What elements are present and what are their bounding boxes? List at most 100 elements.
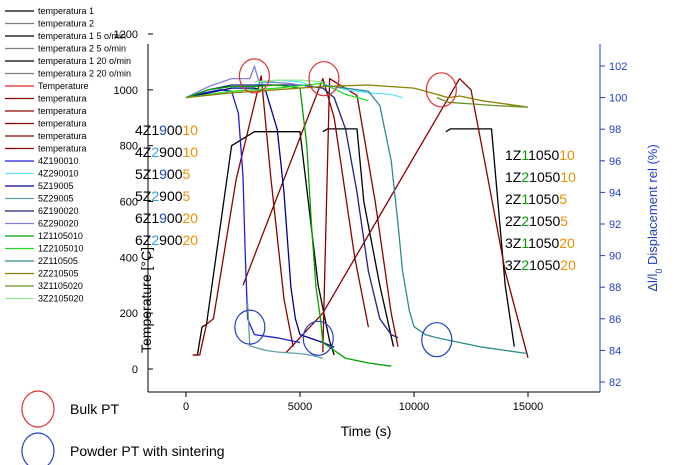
x-tick-label: 0: [183, 401, 189, 413]
x-tick-label: 5000: [288, 401, 312, 413]
legend-label: temperatura 2 20 o/min: [38, 69, 131, 79]
highlight-circle: [421, 322, 453, 358]
annotation-right-part: 1050: [528, 235, 559, 251]
annotation-left-part: 9: [159, 210, 167, 226]
annotation-right-part: 050: [536, 147, 560, 163]
annotation-right: 2Z210505: [505, 213, 568, 229]
annotation-right: 1Z2105010: [505, 169, 576, 185]
legend-label: 4Z290010: [38, 169, 79, 179]
highlight-circle: [234, 309, 266, 345]
annotation-left-part: 9: [159, 122, 167, 138]
series-line: [254, 79, 323, 83]
right-tick-label: 92: [609, 219, 621, 231]
right-tick-label: 88: [609, 282, 621, 294]
series-line: [185, 84, 399, 339]
series-line: [246, 302, 323, 359]
right-axis-title-pre: Δl/l: [645, 273, 660, 291]
x-tick-label: 10000: [399, 401, 430, 413]
series-line: [242, 78, 370, 328]
legend-label: 2Z210505: [38, 269, 79, 279]
series-line: [192, 131, 335, 356]
bottom-legend-label: Bulk PT: [70, 401, 119, 417]
annotation-left: 4Z190010: [135, 122, 198, 138]
right-tick-label: 86: [609, 314, 621, 326]
highlight-circle: [308, 61, 340, 97]
legend-label: 3Z2105020: [38, 294, 84, 304]
left-tick-label: 1000: [114, 85, 138, 97]
annotation-right-part: 10: [560, 169, 576, 185]
annotation-right-part: 3Z: [505, 257, 522, 273]
annotation-right-part: 20: [560, 257, 576, 273]
left-tick-label: 1200: [114, 29, 138, 41]
highlight-circle: [238, 58, 270, 94]
legend-label: temperatura 2 5 o/min: [38, 44, 126, 54]
right-tick-label: 100: [609, 93, 627, 105]
right-tick-label: 102: [609, 61, 627, 73]
annotation-right-part: 2: [521, 213, 529, 229]
annotation-right-part: 2: [521, 169, 529, 185]
annotation-left-part: 4Z: [135, 144, 152, 160]
annotation-right-part: 1: [528, 147, 536, 163]
annotation-left-part: 00: [167, 166, 183, 182]
annotation-right-part: 2Z: [505, 191, 522, 207]
legend-label: temperatura 1: [38, 6, 94, 16]
annotation-left-part: 5: [183, 188, 191, 204]
annotation-left-part: 9: [159, 232, 167, 248]
annotation-left-part: 2: [151, 144, 159, 160]
right-tick-label: 82: [609, 377, 621, 389]
annotation-left: 6Z190020: [135, 210, 198, 226]
annotation-right-part: 2: [521, 257, 529, 273]
bottom-legend-label: Powder PT with sintering: [70, 443, 225, 459]
legend-label: 4Z190010: [38, 156, 79, 166]
axes: Time (s) Temperature [°C] Δl/l0 Displace…: [138, 44, 664, 439]
legend-label: temperatura: [38, 131, 87, 141]
right-axis-title: Δl/l0 Displacement rel (%): [645, 144, 664, 291]
annotation-left-part: 6Z1: [135, 210, 159, 226]
annotation-left-part: 00: [167, 210, 183, 226]
annotation-left-part: 10: [183, 144, 199, 160]
legend-label: 2Z110505: [38, 256, 78, 266]
right-tick-label: 84: [609, 345, 621, 357]
legend-label: temperatura: [38, 144, 87, 154]
bottom-legend-circle: [21, 432, 55, 465]
annotation-right-part: 20: [559, 235, 575, 251]
annotation-right-part: 10: [559, 147, 575, 163]
annotation-left-part: 00: [167, 144, 183, 160]
annotation-right-part: 3Z: [505, 235, 522, 251]
annotation-left: 5Z19005: [135, 166, 191, 182]
annotation-left-part: 5Z: [135, 188, 152, 204]
annotation-right: 3Z2105020: [505, 257, 576, 273]
annotation-left: 6Z290020: [135, 232, 198, 248]
annotation-left-part: 9: [159, 188, 167, 204]
series-line: [185, 84, 392, 367]
legend-label: 5Z19005: [38, 181, 74, 191]
right-tick-label: 94: [609, 187, 621, 199]
annotation-left-part: 6Z: [135, 232, 152, 248]
series-line: [185, 84, 529, 108]
legend-label: 3Z1105020: [38, 281, 83, 291]
annotation-left-part: 5: [183, 166, 191, 182]
legend-label: temperatura: [38, 119, 87, 129]
annotation-right-part: 1Z: [505, 169, 522, 185]
legend-label: temperatura 1 5 o/min: [38, 31, 126, 41]
ticks: 0 5000 10000 150000200400600800100012008284…: [114, 29, 628, 413]
series-line: [322, 128, 395, 347]
annotation-right: 3Z1105020: [505, 235, 575, 251]
series-line: [192, 75, 294, 356]
legend-label: 5Z29005: [38, 194, 74, 204]
annotation-left: 4Z290010: [135, 144, 198, 160]
annotation-right-part: 1050: [528, 191, 559, 207]
right-tick-label: 90: [609, 251, 621, 263]
series-line: [185, 89, 301, 344]
annotation-left-part: 4Z1: [135, 122, 159, 138]
legend-label: temperatura 1 20 o/min: [38, 56, 131, 66]
left-tick-label: 600: [120, 197, 138, 209]
highlight-circle: [425, 72, 457, 108]
annotation-left-part: 2: [151, 188, 159, 204]
legend-label: temperatura: [38, 106, 87, 116]
annotation-right-part: 1050: [529, 213, 560, 229]
left-axis-title: Temperature [°C]: [138, 247, 154, 353]
bottom-legend-circle: [21, 390, 55, 428]
legend: temperatura 1 temperatura 2 temperatura 1 …: [5, 6, 131, 304]
